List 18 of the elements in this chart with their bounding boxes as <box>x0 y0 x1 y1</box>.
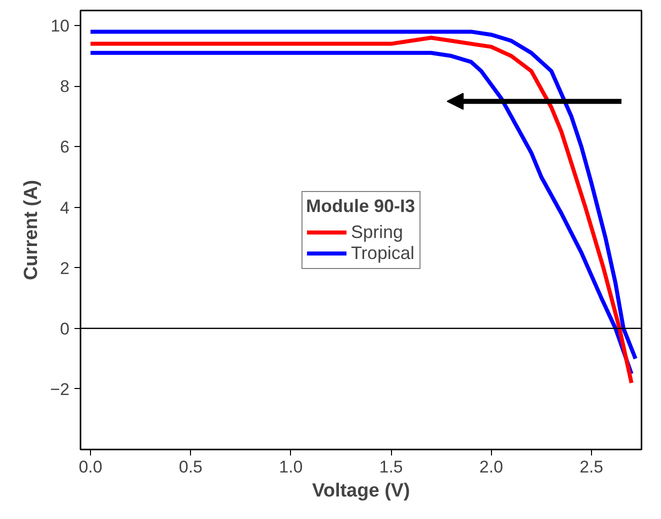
legend-label: Spring <box>350 222 404 242</box>
y-tick-label: 8 <box>60 77 70 96</box>
x-tick-label: 0.5 <box>178 458 203 476</box>
y-tick-label: −2 <box>50 380 70 399</box>
y-tick-label: 4 <box>60 198 70 218</box>
x-axis-title: Voltage (V) <box>312 480 410 502</box>
y-axis-title: Current (A) <box>21 180 42 280</box>
y-tick-label: 6 <box>60 138 70 157</box>
x-tick-label: 2.0 <box>479 458 504 476</box>
y-tick-label: 10 <box>50 16 70 36</box>
legend-label: Tropical <box>350 242 414 264</box>
x-tick-label: 1.5 <box>379 458 403 476</box>
x-tick-label: 2.5 <box>580 458 604 476</box>
y-tick-label: 0 <box>60 319 70 338</box>
y-tick-label: 2 <box>60 258 70 278</box>
x-tick-label: 0.0 <box>78 458 102 476</box>
x-tick-label: 1.0 <box>279 458 303 476</box>
legend-title: Module 90-I3 <box>306 196 416 216</box>
